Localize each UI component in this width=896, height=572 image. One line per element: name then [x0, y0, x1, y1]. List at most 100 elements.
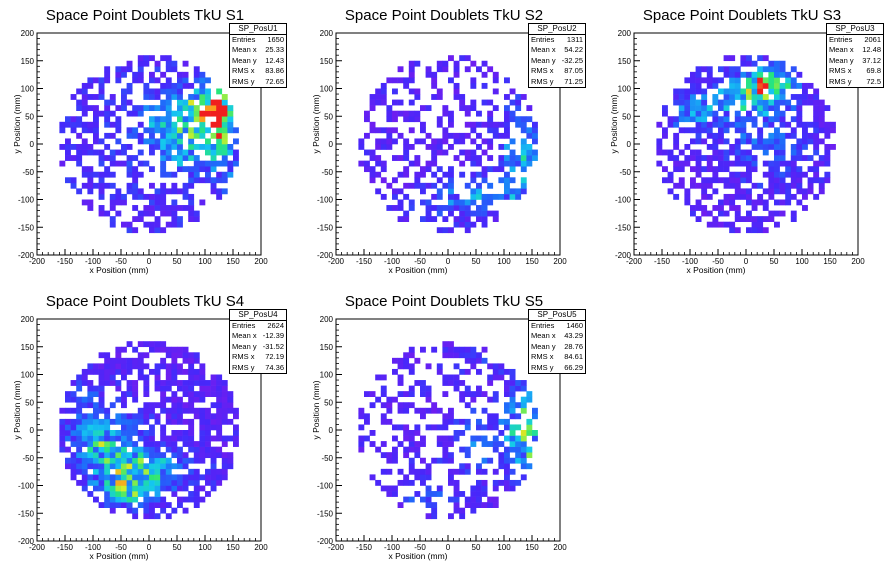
heatmap-cell — [779, 82, 786, 89]
heatmap-cell — [695, 160, 702, 167]
heatmap-cell — [734, 160, 741, 167]
heatmap-cell — [132, 193, 139, 200]
heatmap-cell — [712, 149, 719, 156]
heatmap-cell — [87, 424, 94, 431]
heatmap-cell — [448, 227, 454, 234]
heatmap-cell — [143, 193, 150, 200]
heatmap-cell — [813, 99, 820, 106]
heatmap-cell — [81, 182, 88, 189]
stats-label: Mean x — [531, 45, 556, 55]
heatmap-cell — [526, 105, 533, 111]
y-tick-label: -200 — [615, 251, 632, 260]
heatmap-cell — [109, 171, 116, 178]
heatmap-cell — [205, 166, 211, 173]
heatmap-cell — [813, 121, 820, 128]
heatmap-cell — [718, 210, 724, 217]
heatmap-cell — [126, 452, 133, 459]
heatmap-cell — [81, 396, 88, 403]
heatmap-cell — [165, 132, 172, 139]
heatmap-cell — [476, 160, 482, 167]
heatmap-cell — [768, 99, 775, 106]
heatmap-cell — [65, 155, 71, 161]
heatmap-cell — [126, 160, 133, 167]
heatmap-cell — [768, 182, 775, 189]
heatmap-cell — [470, 491, 477, 497]
heatmap-cell — [408, 441, 415, 447]
heatmap-cell — [199, 485, 206, 492]
heatmap-cell — [436, 188, 443, 195]
heatmap-cell — [210, 110, 217, 117]
heatmap-cell — [690, 155, 696, 161]
heatmap-cell — [221, 99, 228, 106]
heatmap-cell — [464, 182, 471, 189]
heatmap-cell — [425, 160, 432, 167]
heatmap-cell — [751, 205, 758, 211]
x-tick-label: -200 — [29, 257, 46, 266]
heatmap-cell — [160, 71, 167, 78]
stats-box: SP_PosU2 Entries 1311 Mean x 54.22 Mean y-… — [528, 23, 586, 89]
heatmap-cell — [154, 513, 161, 520]
heatmap-cell — [678, 88, 685, 95]
heatmap-cell — [115, 105, 122, 111]
heatmap-cell — [442, 374, 449, 381]
heatmap-cell — [723, 221, 730, 228]
heatmap-cell — [81, 127, 88, 134]
heatmap-cell — [188, 479, 195, 486]
heatmap-cell — [160, 357, 167, 364]
heatmap-cell — [436, 66, 443, 73]
heatmap-cell — [70, 468, 77, 475]
heatmap-cell — [126, 424, 133, 431]
heatmap-cell — [210, 435, 217, 442]
heatmap-cell — [504, 160, 510, 167]
heatmap-cell — [718, 121, 724, 128]
heatmap-cell — [470, 210, 477, 217]
heatmap-cell — [165, 188, 172, 195]
heatmap-cell — [121, 430, 127, 436]
heatmap-cell — [425, 144, 432, 150]
heatmap-cell — [481, 60, 488, 67]
heatmap-cell — [751, 60, 758, 67]
heatmap-cell — [182, 430, 189, 436]
heatmap-cell — [476, 193, 482, 200]
heatmap-cell — [459, 352, 466, 359]
heatmap-cell — [779, 66, 786, 73]
heatmap-cell — [199, 127, 206, 134]
heatmap-cell — [137, 430, 144, 436]
y-tick-label: -200 — [317, 251, 334, 260]
heatmap-cell — [188, 99, 195, 106]
heatmap-cell — [369, 127, 376, 134]
heatmap-cell — [210, 402, 217, 409]
heatmap-cell — [126, 82, 133, 89]
heatmap-cell — [397, 407, 404, 414]
heatmap-cell — [121, 149, 127, 156]
heatmap-cell — [734, 82, 741, 89]
heatmap-cell — [673, 138, 680, 145]
heatmap-cell — [442, 446, 449, 453]
heatmap-cell — [436, 491, 443, 497]
heatmap-cell — [199, 374, 206, 381]
heatmap-cell — [104, 457, 111, 464]
heatmap-cell — [98, 82, 105, 89]
heatmap-cell — [115, 138, 122, 145]
heatmap-cell — [182, 463, 189, 470]
x-tick-label: -100 — [85, 543, 102, 552]
heatmap-cell — [70, 441, 77, 447]
heatmap-cell — [403, 110, 410, 117]
heatmap-cell — [137, 352, 144, 359]
heatmap-cell — [115, 357, 122, 364]
heatmap-cell — [723, 155, 730, 161]
heatmap-cell — [774, 110, 780, 117]
heatmap-cell — [182, 193, 189, 200]
heatmap-cell — [723, 149, 730, 156]
heatmap-cell — [154, 452, 161, 459]
stats-row: Entries 2061 — [827, 35, 883, 45]
heatmap-cell — [520, 188, 527, 195]
heatmap-cell — [199, 110, 206, 117]
heatmap-cell — [751, 82, 758, 89]
heatmap-cell — [205, 149, 211, 156]
heatmap-cell — [723, 94, 730, 100]
heatmap-cell — [177, 144, 183, 150]
heatmap-cell — [425, 424, 432, 431]
heatmap-cell — [87, 105, 94, 111]
heatmap-cell — [403, 166, 410, 173]
